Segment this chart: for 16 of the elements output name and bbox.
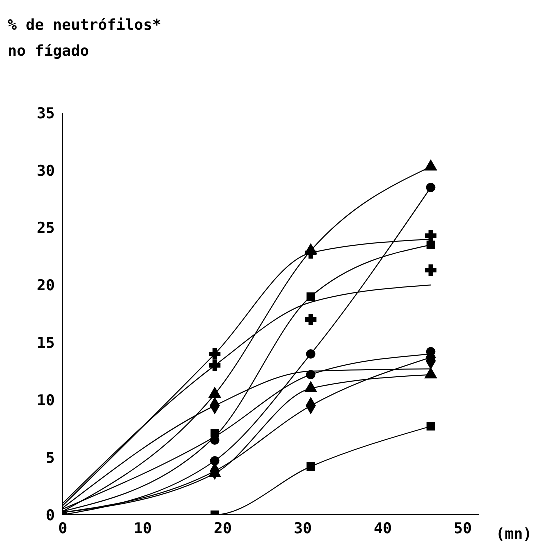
y-tick-label: 0 [46, 506, 55, 524]
x-tick-label: 20 [214, 520, 232, 538]
y-tick-label: 5 [46, 448, 55, 467]
y-tick-label: 15 [36, 334, 55, 352]
x-tick-label: 40 [374, 520, 392, 538]
x-tick-label: 0 [58, 520, 68, 538]
y-tick-label: 20 [36, 276, 55, 295]
x-tick-label: 30 [294, 520, 312, 538]
y-tick-label: 30 [36, 162, 55, 180]
chart-title: % de neutrófilos* no fígado [8, 15, 162, 62]
y-tick-label: 10 [36, 391, 55, 410]
x-tick-label: 10 [134, 520, 152, 538]
y-tick-label: 25 [36, 219, 55, 238]
x-tick-label: 50 [454, 520, 472, 538]
x-axis-title: (mn) [496, 525, 532, 543]
y-tick-label: 35 [36, 104, 55, 122]
